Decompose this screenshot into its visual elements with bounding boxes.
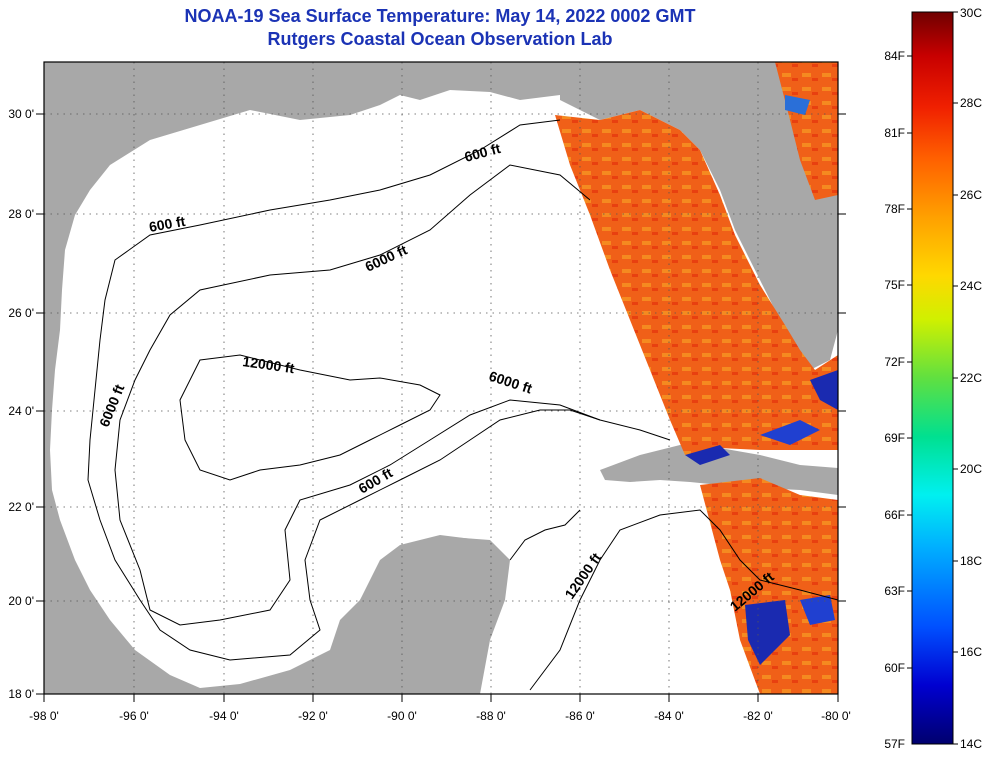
sst-cold-patch xyxy=(760,420,820,445)
lon-label: -82 0' xyxy=(743,709,773,723)
bathymetry-contours xyxy=(87,119,838,691)
colorbar-label-f: 66F xyxy=(884,508,905,522)
land-cuba xyxy=(600,445,838,495)
lon-label: -96 0' xyxy=(119,709,149,723)
colorbar-label-f: 63F xyxy=(884,584,905,598)
lat-label: 18 0' xyxy=(8,687,34,701)
lon-label: -84 0' xyxy=(654,709,684,723)
graticule xyxy=(44,62,838,694)
contour-label: 12000 ft xyxy=(242,353,296,376)
colorbar-label-f: 75F xyxy=(884,278,905,292)
latitude-labels: 30 0' 28 0' 26 0' 24 0' 22 0' 20 0' 18 0… xyxy=(8,107,34,701)
colorbar-label-c: 14C xyxy=(960,737,982,751)
lon-label: -86 0' xyxy=(565,709,595,723)
lat-label: 26 0' xyxy=(8,306,34,320)
lat-label: 30 0' xyxy=(8,107,34,121)
colorbar-label-f: 72F xyxy=(884,355,905,369)
longitude-labels: -98 0' -96 0' -94 0' -92 0' -90 0' -88 0… xyxy=(29,709,851,723)
colorbar-celsius-labels: 30C 28C 26C 24C 22C 20C 18C 16C 14C xyxy=(960,6,982,751)
colorbar-label-f: 78F xyxy=(884,202,905,216)
map-frame xyxy=(43,61,839,695)
contour-label: 600 ft xyxy=(148,213,187,235)
land-florida xyxy=(560,62,838,370)
colorbar-label-c: 20C xyxy=(960,462,982,476)
contour-12000ft-carib xyxy=(529,509,838,691)
sst-swath-east-gulf xyxy=(555,110,838,455)
lon-label: -92 0' xyxy=(298,709,328,723)
colorbar-label-c: 18C xyxy=(960,554,982,568)
lon-label: -80 0' xyxy=(821,709,851,723)
lon-label: -88 0' xyxy=(476,709,506,723)
lon-label: -90 0' xyxy=(387,709,417,723)
map-title: NOAA-19 Sea Surface Temperature: May 14,… xyxy=(184,6,696,26)
lat-label: 28 0' xyxy=(8,207,34,221)
colorbar-label-f: 69F xyxy=(884,431,905,445)
frame-ticks xyxy=(36,113,846,702)
lat-label: 24 0' xyxy=(8,404,34,418)
colorbar-label-c: 16C xyxy=(960,645,982,659)
sst-cold-patch xyxy=(785,95,810,115)
sst-cold-patch xyxy=(810,370,838,410)
colorbar-ticks xyxy=(907,11,958,745)
sst-cold-patch xyxy=(685,445,730,465)
lat-label: 22 0' xyxy=(8,500,34,514)
colorbar-label-c: 24C xyxy=(960,279,982,293)
contour-12000ft xyxy=(179,354,441,481)
colorbar-fahrenheit-labels: 84F 81F 78F 75F 72F 69F 66F 63F 60F 57F xyxy=(884,49,905,751)
colorbar-label-f: 60F xyxy=(884,661,905,675)
sst-cold-patch xyxy=(745,600,790,665)
contour-600ft xyxy=(87,119,671,661)
sst-swath-caribbean xyxy=(700,478,838,694)
colorbar-label-c: 30C xyxy=(960,6,982,20)
colorbar-label-c: 26C xyxy=(960,188,982,202)
colorbar-label-f: 84F xyxy=(884,49,905,63)
lon-label: -94 0' xyxy=(209,709,239,723)
land-yucatan xyxy=(330,537,510,694)
colorbar-label-f: 57F xyxy=(884,737,905,751)
colorbar-label-c: 28C xyxy=(960,96,982,110)
colorbar xyxy=(911,11,954,745)
colorbar-label-f: 81F xyxy=(884,126,905,140)
contour-600ft-yucatan xyxy=(509,509,581,561)
map-subtitle: Rutgers Coastal Ocean Observation Lab xyxy=(267,29,613,49)
sst-cold-patch xyxy=(800,595,835,625)
contour-6000ft xyxy=(114,164,601,626)
colorbar-label-c: 22C xyxy=(960,371,982,385)
lat-label: 20 0' xyxy=(8,594,34,608)
lon-label: -98 0' xyxy=(29,709,59,723)
